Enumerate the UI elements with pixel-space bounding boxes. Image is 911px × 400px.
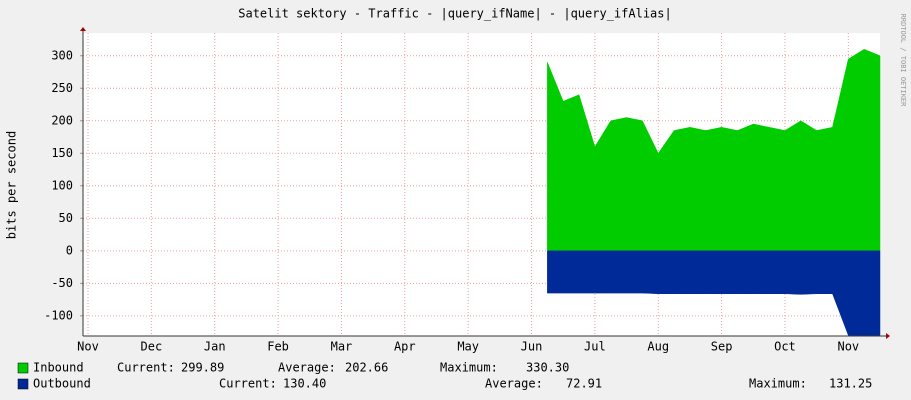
stat-value: 330.30 [526, 361, 569, 375]
y-tick-label: 150 [51, 146, 73, 160]
x-tick-label: Oct [774, 340, 796, 354]
chart-title: Satelit sektory - Traffic - |query_ifNam… [238, 7, 671, 21]
x-tick-label: Jun [521, 340, 543, 354]
stat-value: 130.40 [283, 377, 326, 391]
x-tick-label: Apr [394, 340, 416, 354]
stat-value: 131.25 [829, 377, 872, 391]
stat-name: Current: [219, 377, 277, 391]
stat-name: Average: [278, 361, 336, 375]
x-tick-label: Mar [331, 340, 353, 354]
y-tick-label: 250 [51, 81, 73, 95]
stat-name: Current: [117, 361, 175, 375]
stat-name: Average: [485, 377, 543, 391]
x-tick-label: Sep [711, 340, 733, 354]
x-tick-label: Nov [837, 340, 859, 354]
stat-name: Maximum: [440, 361, 498, 375]
stat-value: 299.89 [181, 361, 224, 375]
y-tick-label: 100 [51, 178, 73, 192]
y-tick-label: -50 [51, 276, 73, 290]
stat-value: 202.66 [345, 361, 388, 375]
stat-value: 72.91 [566, 377, 602, 391]
legend-swatch [17, 362, 29, 374]
y-tick-label: 0 [66, 243, 73, 257]
watermark: RRDTOOL / TOBI OETIKER [899, 14, 907, 108]
y-axis-label: bits per second [5, 131, 19, 239]
y-tick-label: 50 [59, 211, 73, 225]
y-tick-label: 200 [51, 113, 73, 127]
marks [547, 48, 881, 336]
y-tick-label: -100 [44, 308, 73, 322]
area [547, 250, 881, 336]
area [547, 48, 881, 252]
x-tick-label: Nov [77, 340, 99, 354]
legend-label: Outbound [33, 377, 91, 391]
x-tick-label: Feb [267, 340, 289, 354]
x-tick-label: Jan [204, 340, 226, 354]
legend-label: Inbound [33, 361, 84, 375]
legend: Inbound Current: 299.89 Average: 202.66 Maxim… [17, 361, 872, 391]
axis-arrow [886, 333, 890, 339]
axes: -100 -50 0 50 100 150 200 250 300 Nov Dec Jan Feb Mar… [44, 27, 890, 354]
x-tick-label: Aug [647, 340, 669, 354]
axis-arrow [80, 27, 86, 31]
y-tick-label: 300 [51, 48, 73, 62]
x-tick-label: Dec [141, 340, 163, 354]
x-tick-label: Jul [584, 340, 606, 354]
x-tick-label: May [457, 340, 479, 354]
stat-name: Maximum: [749, 377, 807, 391]
legend-swatch [17, 378, 29, 390]
